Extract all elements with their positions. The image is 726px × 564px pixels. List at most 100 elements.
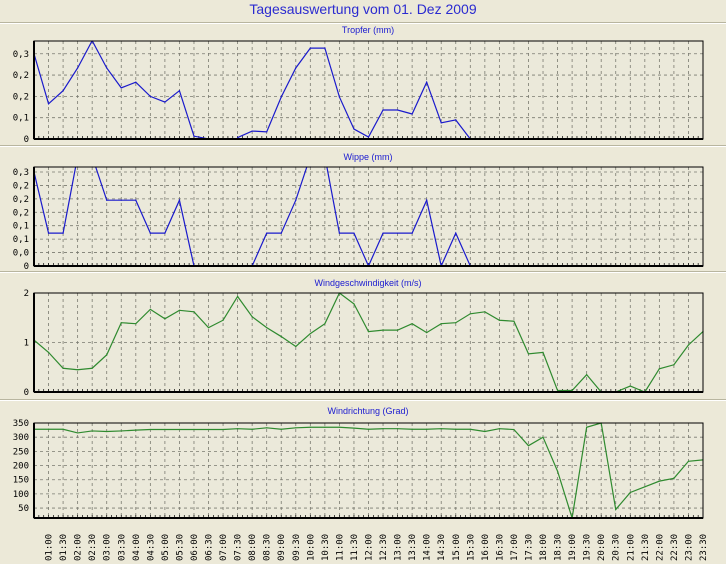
x-tick-label: 17:00 bbox=[510, 534, 520, 561]
divider bbox=[0, 145, 726, 147]
data-point bbox=[120, 322, 122, 324]
data-point bbox=[295, 199, 297, 201]
y-tick-label: 350 bbox=[13, 419, 29, 429]
data-point bbox=[324, 323, 326, 325]
chart-title: Wippe (mm) bbox=[344, 152, 393, 162]
data-point bbox=[62, 367, 64, 369]
data-point bbox=[266, 427, 268, 429]
data-point bbox=[193, 428, 195, 431]
x-tick-label: 03:30 bbox=[117, 534, 127, 561]
data-point bbox=[469, 313, 471, 315]
x-tick-label: 03:00 bbox=[103, 534, 113, 561]
data-point bbox=[527, 445, 530, 447]
x-tick-label: 11:30 bbox=[350, 534, 360, 561]
x-tick-label: 12:00 bbox=[365, 534, 375, 561]
data-point bbox=[556, 470, 559, 472]
chart-panel: Windgeschwindigkeit (m/s) 0 1 2 bbox=[24, 278, 704, 398]
data-point bbox=[62, 90, 64, 92]
y-tick-label: 150 bbox=[13, 476, 29, 486]
data-point bbox=[135, 199, 137, 201]
data-point bbox=[527, 353, 530, 355]
data-point bbox=[222, 428, 224, 431]
data-point bbox=[542, 351, 544, 353]
y-tick-label: 200 bbox=[13, 462, 29, 472]
x-tick-label: 07:00 bbox=[219, 534, 229, 561]
data-point bbox=[353, 427, 355, 429]
data-point bbox=[556, 389, 559, 392]
data-point bbox=[396, 329, 399, 331]
x-tick-label: 15:00 bbox=[452, 534, 462, 561]
data-point bbox=[658, 368, 660, 370]
x-tick-label: 19:00 bbox=[568, 534, 578, 561]
data-point bbox=[193, 135, 195, 137]
data-point bbox=[396, 232, 399, 234]
data-point bbox=[338, 232, 341, 234]
data-point bbox=[513, 428, 515, 431]
y-tick-label: 100 bbox=[13, 490, 29, 500]
data-point bbox=[411, 232, 413, 234]
data-point bbox=[280, 232, 282, 234]
data-point bbox=[498, 319, 500, 321]
data-point bbox=[47, 103, 50, 105]
x-tick-label: 10:00 bbox=[306, 534, 316, 561]
x-tick-label: 05:30 bbox=[175, 534, 185, 561]
y-tick-label: 0,3 bbox=[13, 168, 29, 178]
data-point bbox=[455, 232, 457, 234]
y-tick-label: 250 bbox=[13, 447, 29, 457]
main-title: Tagesauswertung vom 01. Dez 2009 bbox=[249, 1, 477, 17]
data-point bbox=[455, 322, 457, 324]
data-point bbox=[135, 81, 137, 83]
data-point bbox=[455, 119, 457, 121]
data-point bbox=[324, 47, 326, 49]
x-tick-label: 09:30 bbox=[292, 534, 302, 561]
data-point bbox=[542, 436, 544, 438]
data-point bbox=[615, 508, 617, 511]
data-point bbox=[440, 428, 442, 430]
data-point bbox=[455, 428, 457, 430]
data-point bbox=[135, 429, 137, 431]
data-point bbox=[382, 428, 384, 430]
data-point bbox=[164, 318, 166, 320]
data-point bbox=[295, 345, 297, 348]
data-point bbox=[396, 109, 399, 111]
y-tick-label: 0,2 bbox=[13, 181, 29, 191]
divider bbox=[0, 399, 726, 401]
data-point bbox=[513, 320, 515, 322]
data-point bbox=[367, 136, 370, 138]
x-tick-label: 16:00 bbox=[481, 534, 491, 561]
data-point bbox=[280, 428, 282, 430]
data-point bbox=[164, 101, 166, 103]
data-point bbox=[266, 327, 268, 329]
x-tick-label: 08:00 bbox=[248, 534, 258, 561]
chart-title: Windgeschwindigkeit (m/s) bbox=[314, 278, 421, 288]
x-tick-label: 08:30 bbox=[263, 534, 273, 561]
data-point bbox=[484, 311, 486, 313]
data-point bbox=[469, 428, 471, 430]
x-tick-label: 19:30 bbox=[583, 534, 593, 561]
x-tick-label: 22:00 bbox=[655, 534, 665, 561]
y-tick-label: 0,3 bbox=[13, 50, 29, 60]
data-point bbox=[382, 329, 384, 331]
data-point bbox=[237, 136, 239, 139]
data-point bbox=[91, 430, 93, 432]
data-point bbox=[411, 113, 413, 115]
data-point bbox=[295, 67, 297, 69]
data-point bbox=[222, 319, 224, 321]
x-tick-label: 04:00 bbox=[132, 534, 142, 561]
chart-panel: Wippe (mm) 0 0,0 0,1 0,1 0,2 0,2 0,2 0,3 bbox=[13, 152, 704, 272]
data-point bbox=[149, 232, 151, 234]
data-point bbox=[367, 428, 370, 430]
x-tick-label: 14:00 bbox=[423, 534, 433, 561]
data-point bbox=[280, 96, 282, 98]
data-point bbox=[135, 323, 137, 325]
data-point bbox=[309, 332, 311, 335]
data-point bbox=[106, 354, 108, 356]
x-tick-label: 13:00 bbox=[394, 534, 404, 561]
data-point bbox=[251, 316, 253, 318]
data-point bbox=[586, 374, 588, 376]
data-point bbox=[77, 432, 79, 434]
divider bbox=[0, 22, 726, 24]
data-point bbox=[440, 323, 442, 325]
y-tick-label: 300 bbox=[13, 433, 29, 443]
